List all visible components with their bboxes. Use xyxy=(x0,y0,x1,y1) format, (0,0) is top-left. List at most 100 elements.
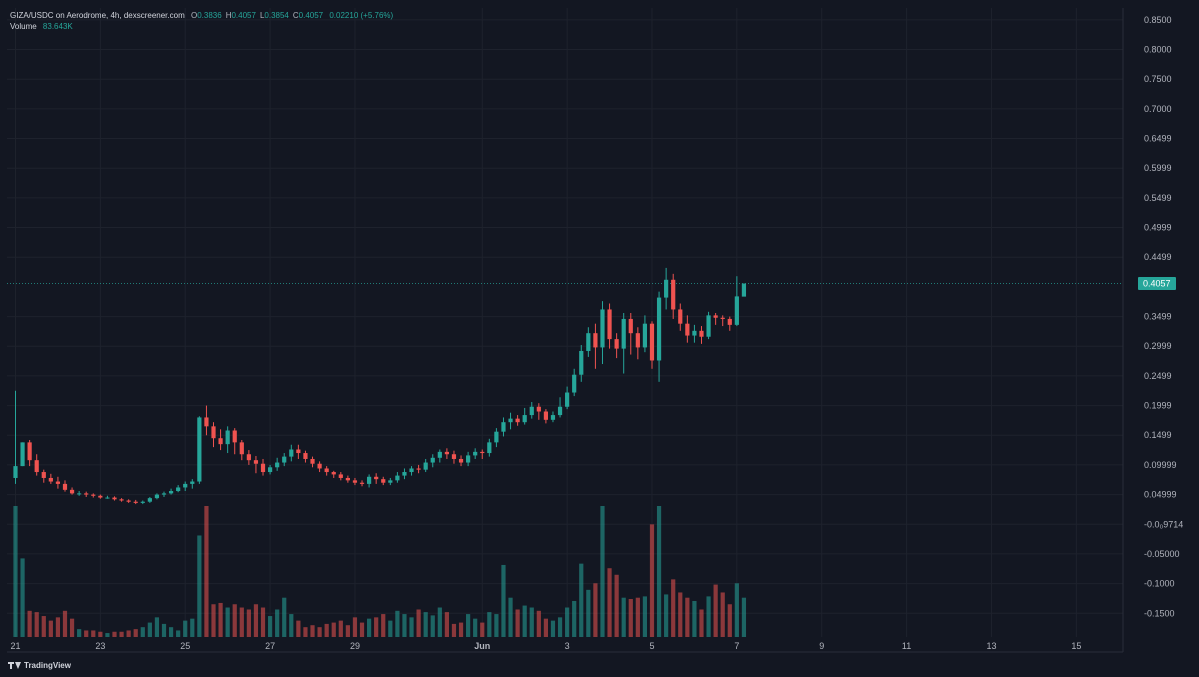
volume-bar xyxy=(225,607,230,637)
candle-body xyxy=(282,456,287,463)
candle-body xyxy=(62,483,68,490)
volume-bar xyxy=(692,600,697,637)
volume-bar xyxy=(649,524,655,637)
volume-bar xyxy=(628,599,633,637)
volume-bar xyxy=(331,622,336,637)
symbol-title: GIZA/USDC on Aerodrome, 4h, dexscreener.… xyxy=(10,11,185,20)
volume-bar xyxy=(586,589,591,637)
x-tick-label: 21 xyxy=(10,641,20,651)
tradingview-branding[interactable]: TradingView xyxy=(8,661,71,670)
volume-bar xyxy=(685,597,690,637)
candle-body xyxy=(706,315,711,337)
volume-bar xyxy=(409,617,414,637)
volume-bar xyxy=(190,618,195,637)
volume-bar xyxy=(579,563,584,637)
candle-body xyxy=(225,430,230,445)
y-tick-label: 0.1999 xyxy=(1144,401,1172,411)
x-tick-label: 13 xyxy=(986,641,996,651)
candle-body xyxy=(176,487,181,492)
candle-body xyxy=(458,458,464,463)
candle-body xyxy=(565,392,570,407)
y-tick-label: 0.7500 xyxy=(1144,74,1172,84)
volume-bar xyxy=(727,604,732,637)
volume-bar xyxy=(550,620,556,637)
volume-bar xyxy=(607,568,612,637)
volume-bar xyxy=(41,616,46,637)
candle-body xyxy=(183,483,188,488)
candle-body xyxy=(303,453,308,459)
y-tick-label: 0.04999 xyxy=(1144,490,1177,500)
candle-body xyxy=(204,417,209,427)
tradingview-name: TradingView xyxy=(24,661,71,670)
volume-bar xyxy=(55,617,61,637)
volume-bar xyxy=(600,506,605,637)
y-tick-label: 0.8500 xyxy=(1144,15,1172,25)
candle-body xyxy=(699,330,704,337)
ohlc-key-c: C xyxy=(292,11,299,20)
volume-bar xyxy=(34,612,39,637)
candle-body xyxy=(494,431,499,443)
candle-body xyxy=(423,462,428,470)
volume-bar xyxy=(451,623,457,637)
candle-body xyxy=(430,457,435,463)
volume-bar xyxy=(437,607,442,637)
candle-body xyxy=(529,406,534,416)
x-tick-label: 25 xyxy=(180,641,190,651)
volume-bar xyxy=(303,627,308,637)
volume-bar xyxy=(27,610,32,637)
candle-body xyxy=(388,480,393,483)
last-price-badge xyxy=(1138,277,1176,291)
volume-bar xyxy=(423,612,428,637)
x-tick-label: 29 xyxy=(350,641,360,651)
x-tick-label: 15 xyxy=(1071,641,1081,651)
candle-body xyxy=(727,318,732,325)
x-tick-label: 5 xyxy=(649,641,654,651)
ohlc-value-c: 0.4057 xyxy=(298,11,324,20)
tradingview-logo-icon xyxy=(8,661,21,670)
candle-body xyxy=(232,430,237,443)
x-tick-label: 9 xyxy=(819,641,824,651)
volume-bar xyxy=(317,627,322,637)
candle-body xyxy=(692,330,697,336)
volume-bar xyxy=(593,583,598,637)
candle-body xyxy=(572,374,577,393)
candle-body xyxy=(352,480,358,483)
candle-body xyxy=(593,333,598,348)
volume-bar xyxy=(62,610,68,637)
volume-bar xyxy=(473,618,478,637)
volume-bar xyxy=(466,614,471,637)
volume-bar xyxy=(565,607,570,637)
y-tick-label: 0.3499 xyxy=(1144,312,1172,322)
volume-bar xyxy=(253,604,259,637)
volume-bar xyxy=(310,625,315,637)
candle-body xyxy=(34,460,39,473)
candle-body xyxy=(84,493,89,495)
candle-body xyxy=(246,454,251,461)
candle-body xyxy=(310,458,315,464)
candle-body xyxy=(253,460,259,464)
volume-label: Volume xyxy=(10,22,37,31)
candle-body xyxy=(550,415,556,420)
volume-bar xyxy=(395,610,400,637)
volume-bar xyxy=(664,594,669,637)
candle-body xyxy=(501,422,506,432)
candle-body xyxy=(77,493,82,495)
candle-body xyxy=(133,501,138,503)
candle-body xyxy=(734,296,739,325)
chart-legend: GIZA/USDC on Aerodrome, 4h, dexscreener.… xyxy=(10,11,393,32)
candle-body xyxy=(27,442,32,461)
candle-body xyxy=(741,283,747,297)
candle-body xyxy=(366,476,372,484)
candle-body xyxy=(317,463,322,469)
volume-value: 83.643K xyxy=(42,22,73,31)
candle-body xyxy=(557,406,563,416)
candle-body xyxy=(275,462,280,468)
volume-bar xyxy=(176,630,181,637)
volume-bar xyxy=(119,631,124,637)
volume-bar xyxy=(713,584,718,637)
candle-body xyxy=(69,489,75,494)
candle-body xyxy=(55,481,61,484)
candle-body xyxy=(473,451,478,456)
